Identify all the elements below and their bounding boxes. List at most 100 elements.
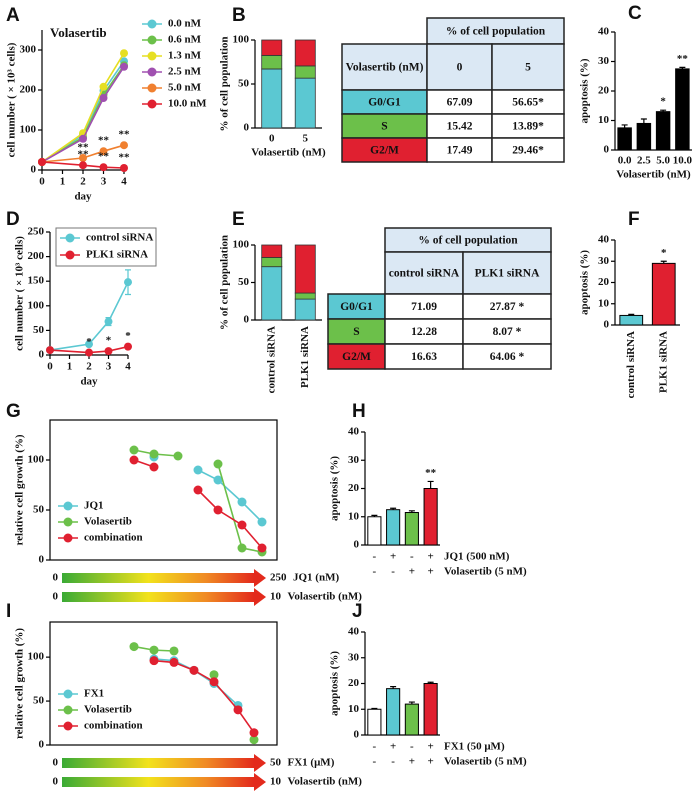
y-tick-label: 40 (598, 26, 610, 38)
data-point (149, 656, 159, 666)
dose-label: FX1 (μM) (288, 757, 335, 769)
x-axis-label: Volasertib (nM) (251, 147, 326, 159)
y-axis-label: apoptosis (%) (329, 651, 341, 716)
table-cell-cell (462, 343, 552, 370)
legend-marker (63, 501, 73, 511)
legend-marker (63, 689, 73, 699)
x-tick-label: 0.0 (618, 155, 632, 167)
bar (651, 262, 676, 326)
y-tick-label: 10 (348, 510, 360, 522)
x-axis-label: Volasertib (nM) (616, 169, 691, 181)
bar-segment (294, 298, 316, 321)
legend-label: 10.0 nM (168, 98, 207, 110)
table-row-label-cell (341, 113, 428, 139)
condition-sign: + (427, 741, 433, 753)
condition-sign: - (373, 551, 377, 563)
legend-label: 2.5 nM (168, 66, 202, 78)
bar (367, 708, 382, 736)
y-tick-label: 50 (33, 695, 45, 707)
data-point (120, 49, 128, 58)
x-tick-label: 2.5 (637, 155, 651, 167)
x-tick-label: 0 (39, 176, 45, 188)
condition-sign: - (410, 741, 414, 753)
condition-sign: - (391, 566, 395, 578)
table-cell: 13.89* (512, 121, 544, 133)
x-tick-label: 2 (86, 361, 92, 373)
y-tick-label: 0 (604, 144, 610, 156)
y-tick-label: 30 (348, 454, 360, 466)
y-tick-label: 0 (604, 319, 610, 331)
bar-segment (294, 77, 316, 129)
bar (617, 127, 632, 151)
condition-sign: + (409, 566, 415, 578)
table-row-label-cell (341, 89, 428, 115)
legend-marker (63, 721, 73, 731)
data-point (129, 455, 139, 465)
y-tick-label: 0 (31, 164, 37, 176)
series-line (41, 52, 125, 163)
dose-arrowhead (254, 754, 266, 772)
dose-max: 10 (270, 591, 282, 603)
data-point (129, 642, 139, 652)
bar-segment (294, 244, 316, 294)
bar (675, 68, 690, 151)
y-tick-label: 0 (244, 314, 250, 326)
bar (619, 314, 644, 326)
table-cell: 56.65* (512, 97, 544, 109)
condition-sign: + (427, 756, 433, 768)
significance: * (660, 96, 666, 108)
data-point (120, 164, 128, 172)
dose-min: 0 (53, 776, 59, 788)
y-tick-label: 0 (39, 349, 45, 361)
legend-label: FX1 (84, 688, 104, 700)
condition-label: FX1 (50 μM) (444, 741, 505, 753)
data-point (249, 728, 259, 738)
y-tick-label: 40 (598, 234, 610, 246)
legend-label: Volasertib (84, 704, 132, 716)
data-point (104, 317, 113, 326)
y-tick-label: 10 (598, 297, 610, 309)
data-point (104, 347, 113, 356)
y-tick-label: 50 (238, 276, 250, 288)
y-tick-label: 0 (354, 729, 360, 741)
condition-label: JQ1 (500 nM) (444, 551, 510, 563)
data-point (120, 62, 128, 71)
y-axis-label: % of cell population (219, 36, 231, 131)
bar (423, 683, 438, 736)
y-tick-label: 40 (348, 426, 360, 438)
x-axis-label: day (80, 376, 98, 388)
y-tick-label: 30 (348, 651, 360, 663)
bar-segment (294, 292, 316, 300)
data-point (85, 340, 93, 349)
bar (423, 488, 438, 546)
significance: ** (98, 135, 110, 147)
data-point (79, 154, 87, 162)
legend-label: control siRNA (86, 232, 153, 244)
bar-segment (261, 244, 283, 258)
error-bar (427, 480, 434, 489)
series-line (49, 345, 129, 354)
y-axis-label: relative cell growth (%) (14, 434, 26, 545)
legend-box (55, 227, 157, 267)
condition-sign: + (427, 551, 433, 563)
y-tick-label: 20 (348, 482, 360, 494)
y-tick-label: 20 (598, 85, 610, 97)
dose-arrow (62, 573, 254, 583)
x-tick-label: 4 (121, 176, 127, 188)
x-tick-label: 5.0 (656, 155, 670, 167)
table-corner: Volasertib (nM) (346, 62, 424, 74)
table-column-cell (426, 43, 493, 91)
data-point (237, 497, 247, 507)
y-tick-label: 0 (244, 122, 250, 134)
table-column: 5 (525, 62, 531, 74)
table-row-label-cell (327, 343, 386, 370)
table-header: % of cell population (446, 26, 546, 38)
table-row-label: S (353, 326, 359, 338)
legend-label: combination (84, 532, 143, 544)
table-cell: 67.09 (447, 97, 473, 109)
y-tick-label: 150 (28, 275, 45, 287)
data-point (99, 163, 108, 172)
table-corner-cell (341, 43, 428, 91)
significance: ** (78, 142, 90, 154)
